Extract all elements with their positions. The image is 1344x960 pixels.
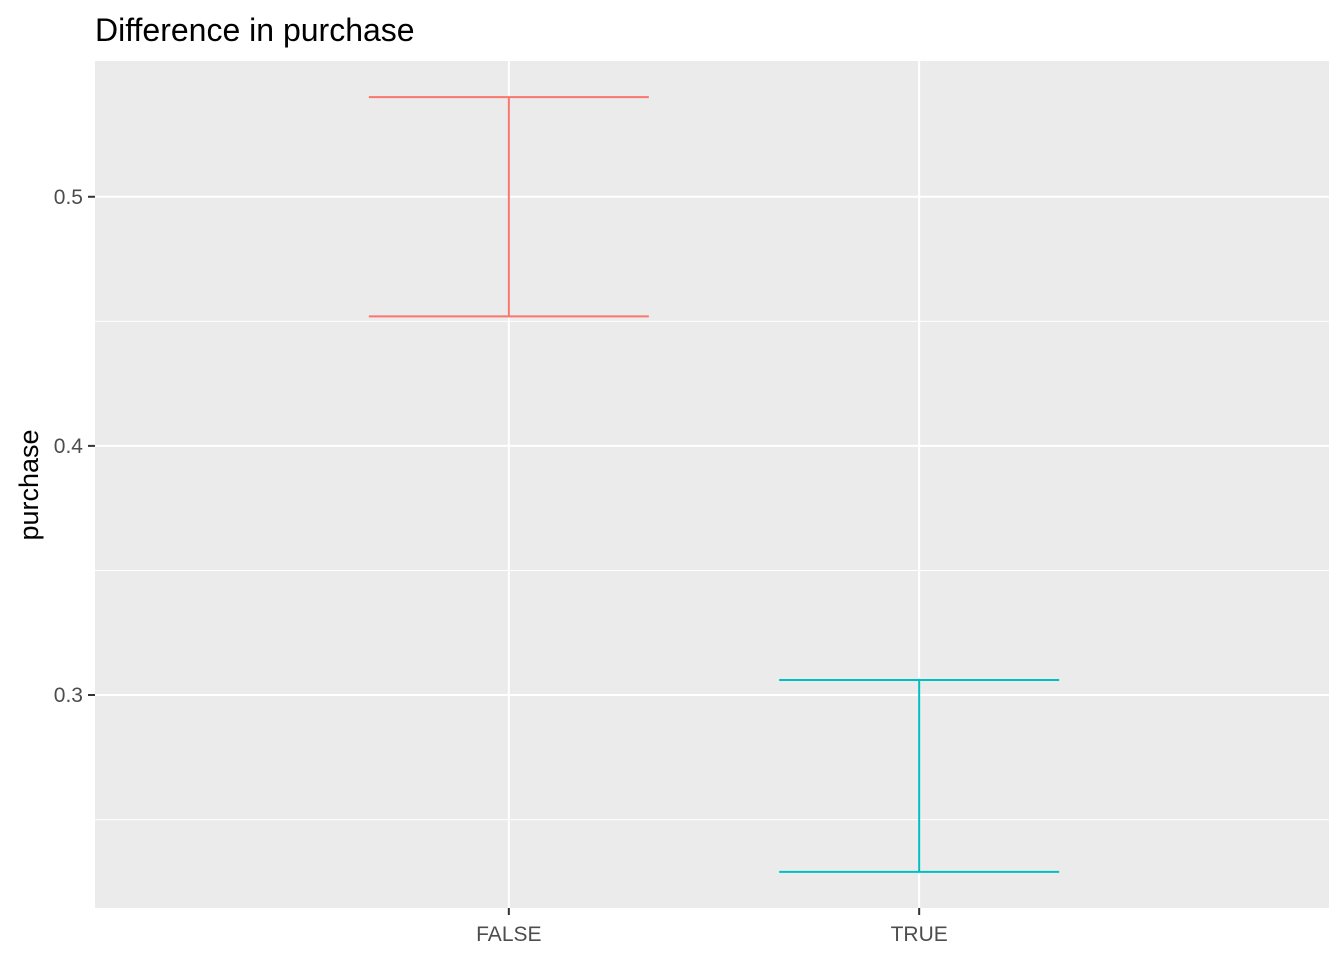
x-tick-label: TRUE [891, 923, 948, 946]
y-tick-label: 0.5 [54, 186, 83, 209]
x-tick-label: FALSE [476, 923, 541, 946]
y-tick-label: 0.3 [54, 684, 83, 707]
y-tick-label: 0.4 [54, 435, 84, 458]
x-axis-ticks: FALSE TRUE [476, 908, 948, 946]
minor-gridlines [95, 320, 1329, 821]
chart-title: Difference in purchase [95, 12, 415, 48]
y-axis-ticks: 0.3 0.4 0.5 [54, 186, 95, 707]
y-axis-label: purchase [14, 429, 44, 540]
plot-panel [95, 61, 1329, 908]
errorbar-true [779, 679, 1060, 873]
errorbars [368, 96, 1060, 873]
errorbar-false [368, 96, 649, 318]
